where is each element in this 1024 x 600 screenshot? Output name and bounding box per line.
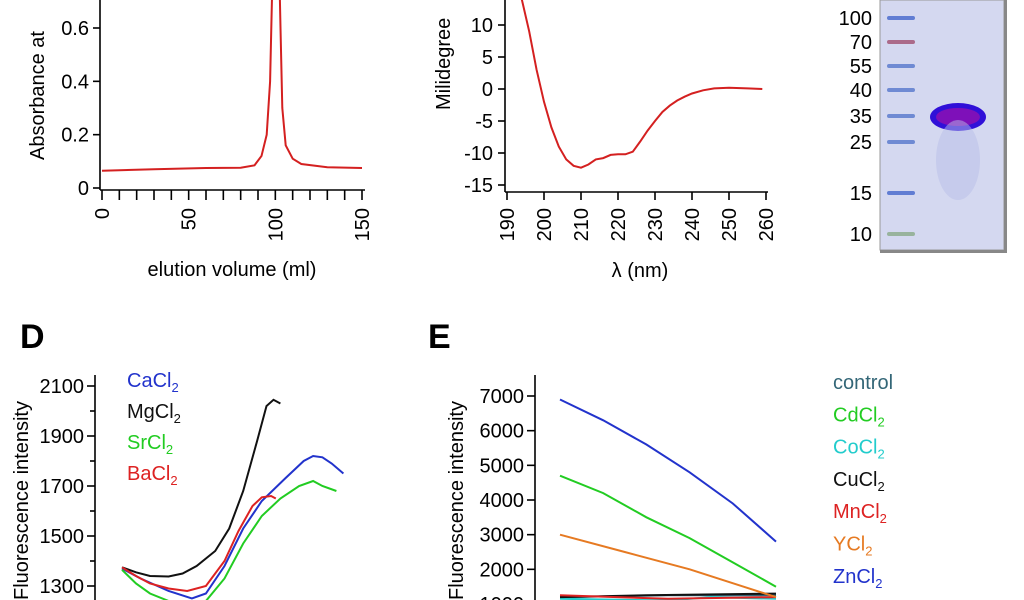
panel-b-x-tick-label: 190: [497, 208, 519, 241]
panel-d-y-label: Fluorescence intensity: [11, 401, 33, 600]
gel-ladder-band: [887, 140, 915, 144]
panel-e-legend-entry: CdCl2: [833, 404, 885, 429]
panel-d-y-tick-label: 1900: [40, 426, 85, 448]
panel-e-y-tick-label: 6000: [480, 421, 525, 443]
panel-b-x-label: λ (nm): [612, 260, 669, 282]
panel-e-series-line: [559, 533, 777, 599]
panel-b-x-tick-label: 230: [645, 208, 667, 241]
panel-b-x-tick-label: 200: [534, 208, 556, 241]
panel-d-legend-entry: MgCl2: [127, 401, 181, 426]
gel-marker-label: 55: [850, 56, 872, 78]
panel-a-x-label: elution volume (ml): [148, 259, 317, 281]
panel-e-series-line: [559, 594, 777, 600]
gel-sample-band-core: [936, 108, 980, 126]
panel-d-series-line: [121, 398, 281, 578]
gel-ladder-band: [887, 64, 915, 68]
panel-a-y-label: Absorbance at: [27, 31, 49, 160]
gel-ladder-band: [887, 40, 915, 44]
panel-a-y-tick-label: 0.6: [61, 18, 89, 40]
panel-e-legend-entry: FeCl2: [833, 598, 882, 600]
panel-d-letter: D: [20, 318, 45, 356]
panel-a-x-tick-label: 150: [352, 208, 374, 241]
panel-b-y-tick-label: 10: [471, 15, 493, 37]
panel-e-legend-entry: ZnCl2: [833, 566, 882, 591]
panel-e-y-tick-label: 4000: [480, 490, 525, 512]
panel-e-series-line: [559, 474, 777, 588]
panel-b-x-tick-label: 240: [682, 208, 704, 241]
panel-d-y-tick-label: 1300: [40, 576, 85, 598]
panel-d-y-tick-label: 1700: [40, 476, 85, 498]
gel-ladder-band: [887, 232, 915, 236]
gel-edge-shadow: [1004, 0, 1007, 252]
panel-a: 0 0.2 0.4 0.6 0 50 100 150 elution volume (ml)…: [27, 0, 374, 281]
panel-d-series-line: [121, 454, 345, 600]
panel-b-x-tick-label: 250: [719, 208, 741, 241]
panel-d: D 1300 1500 1700 1900 2100 CaCl2 MgCl2 SrCl2 Ba…: [11, 318, 345, 600]
gel-marker-label: 10: [850, 224, 872, 246]
gel-ladder-band: [887, 114, 915, 118]
gel-ladder-band: [887, 191, 915, 195]
gel-ladder-band: [887, 88, 915, 92]
panel-e-y-tick-label: 7000: [480, 386, 525, 408]
panel-e-legend-entry: MnCl2: [833, 501, 887, 526]
panel-e-letter: E: [428, 318, 451, 356]
panel-b-y-label: Milidegree: [433, 18, 455, 110]
panel-d-legend-entry: SrCl2: [127, 432, 173, 457]
panel-b-y-tick-label: -5: [475, 111, 493, 133]
panel-e-y-tick-label: 2000: [480, 559, 525, 581]
panel-b: -15 -10 -5 0 5 10 190 200 210 220 230 240 250 260 λ …: [433, 0, 778, 282]
panel-d-series-line: [121, 494, 277, 593]
panel-b-series-line: [520, 0, 763, 169]
panel-e-legend-entry: CoCl2: [833, 437, 885, 462]
gel-ladder-band: [887, 16, 915, 20]
panel-b-y-tick-label: -15: [464, 175, 493, 197]
panel-b-x-tick-label: 210: [571, 208, 593, 241]
gel-marker-label: 25: [850, 132, 872, 154]
panel-b-y-tick-label: -10: [464, 143, 493, 165]
panel-b-x-tick-label: 260: [756, 208, 778, 241]
panel-e-series-line: [559, 398, 777, 543]
gel-marker-label: 15: [850, 183, 872, 205]
gel-bottom-shadow: [880, 250, 1007, 253]
panel-e-legend-entry: control: [833, 372, 893, 394]
panel-e-y-tick-label: 1000: [480, 594, 525, 600]
panel-a-y-tick-label: 0.4: [61, 71, 89, 93]
panel-d-y-tick-label: 1500: [40, 526, 85, 548]
panel-a-y-tick-label: 0: [78, 178, 89, 200]
gel-marker-label: 100: [839, 8, 872, 30]
panel-a-x-tick-label: 0: [92, 208, 114, 219]
panel-b-y-tick-label: 0: [482, 79, 493, 101]
panel-a-y-tick-label: 0.2: [61, 125, 89, 147]
panel-a-x-tick-label: 50: [179, 208, 201, 230]
panel-e-legend-entry: YCl2: [833, 534, 872, 559]
panel-e-y-label: Fluorescence intensity: [446, 401, 468, 600]
panel-e-y-tick-label: 5000: [480, 455, 525, 477]
gel-marker-label: 35: [850, 106, 872, 128]
panel-b-y-tick-label: 5: [482, 47, 493, 69]
panel-d-legend-entry: CaCl2: [127, 370, 179, 395]
panel-d-series-line: [121, 479, 337, 600]
panel-e-y-tick-label: 3000: [480, 525, 525, 547]
gel-marker-label: 40: [850, 80, 872, 102]
panel-d-y-tick-label: 2100: [40, 376, 85, 398]
panel-a-x-tick-label: 100: [265, 208, 287, 241]
panel-e-legend-entry: CuCl2: [833, 469, 885, 494]
panel-d-legend-entry: BaCl2: [127, 463, 178, 488]
gel-marker-label: 70: [850, 32, 872, 54]
gel-sample-smear: [936, 120, 980, 200]
panel-b-x-tick-label: 220: [608, 208, 630, 241]
panel-e: E 1000 2000 3000 4000 5000 6000 7000 control Cd…: [428, 318, 893, 600]
panel-a-series-line: [101, 0, 363, 172]
